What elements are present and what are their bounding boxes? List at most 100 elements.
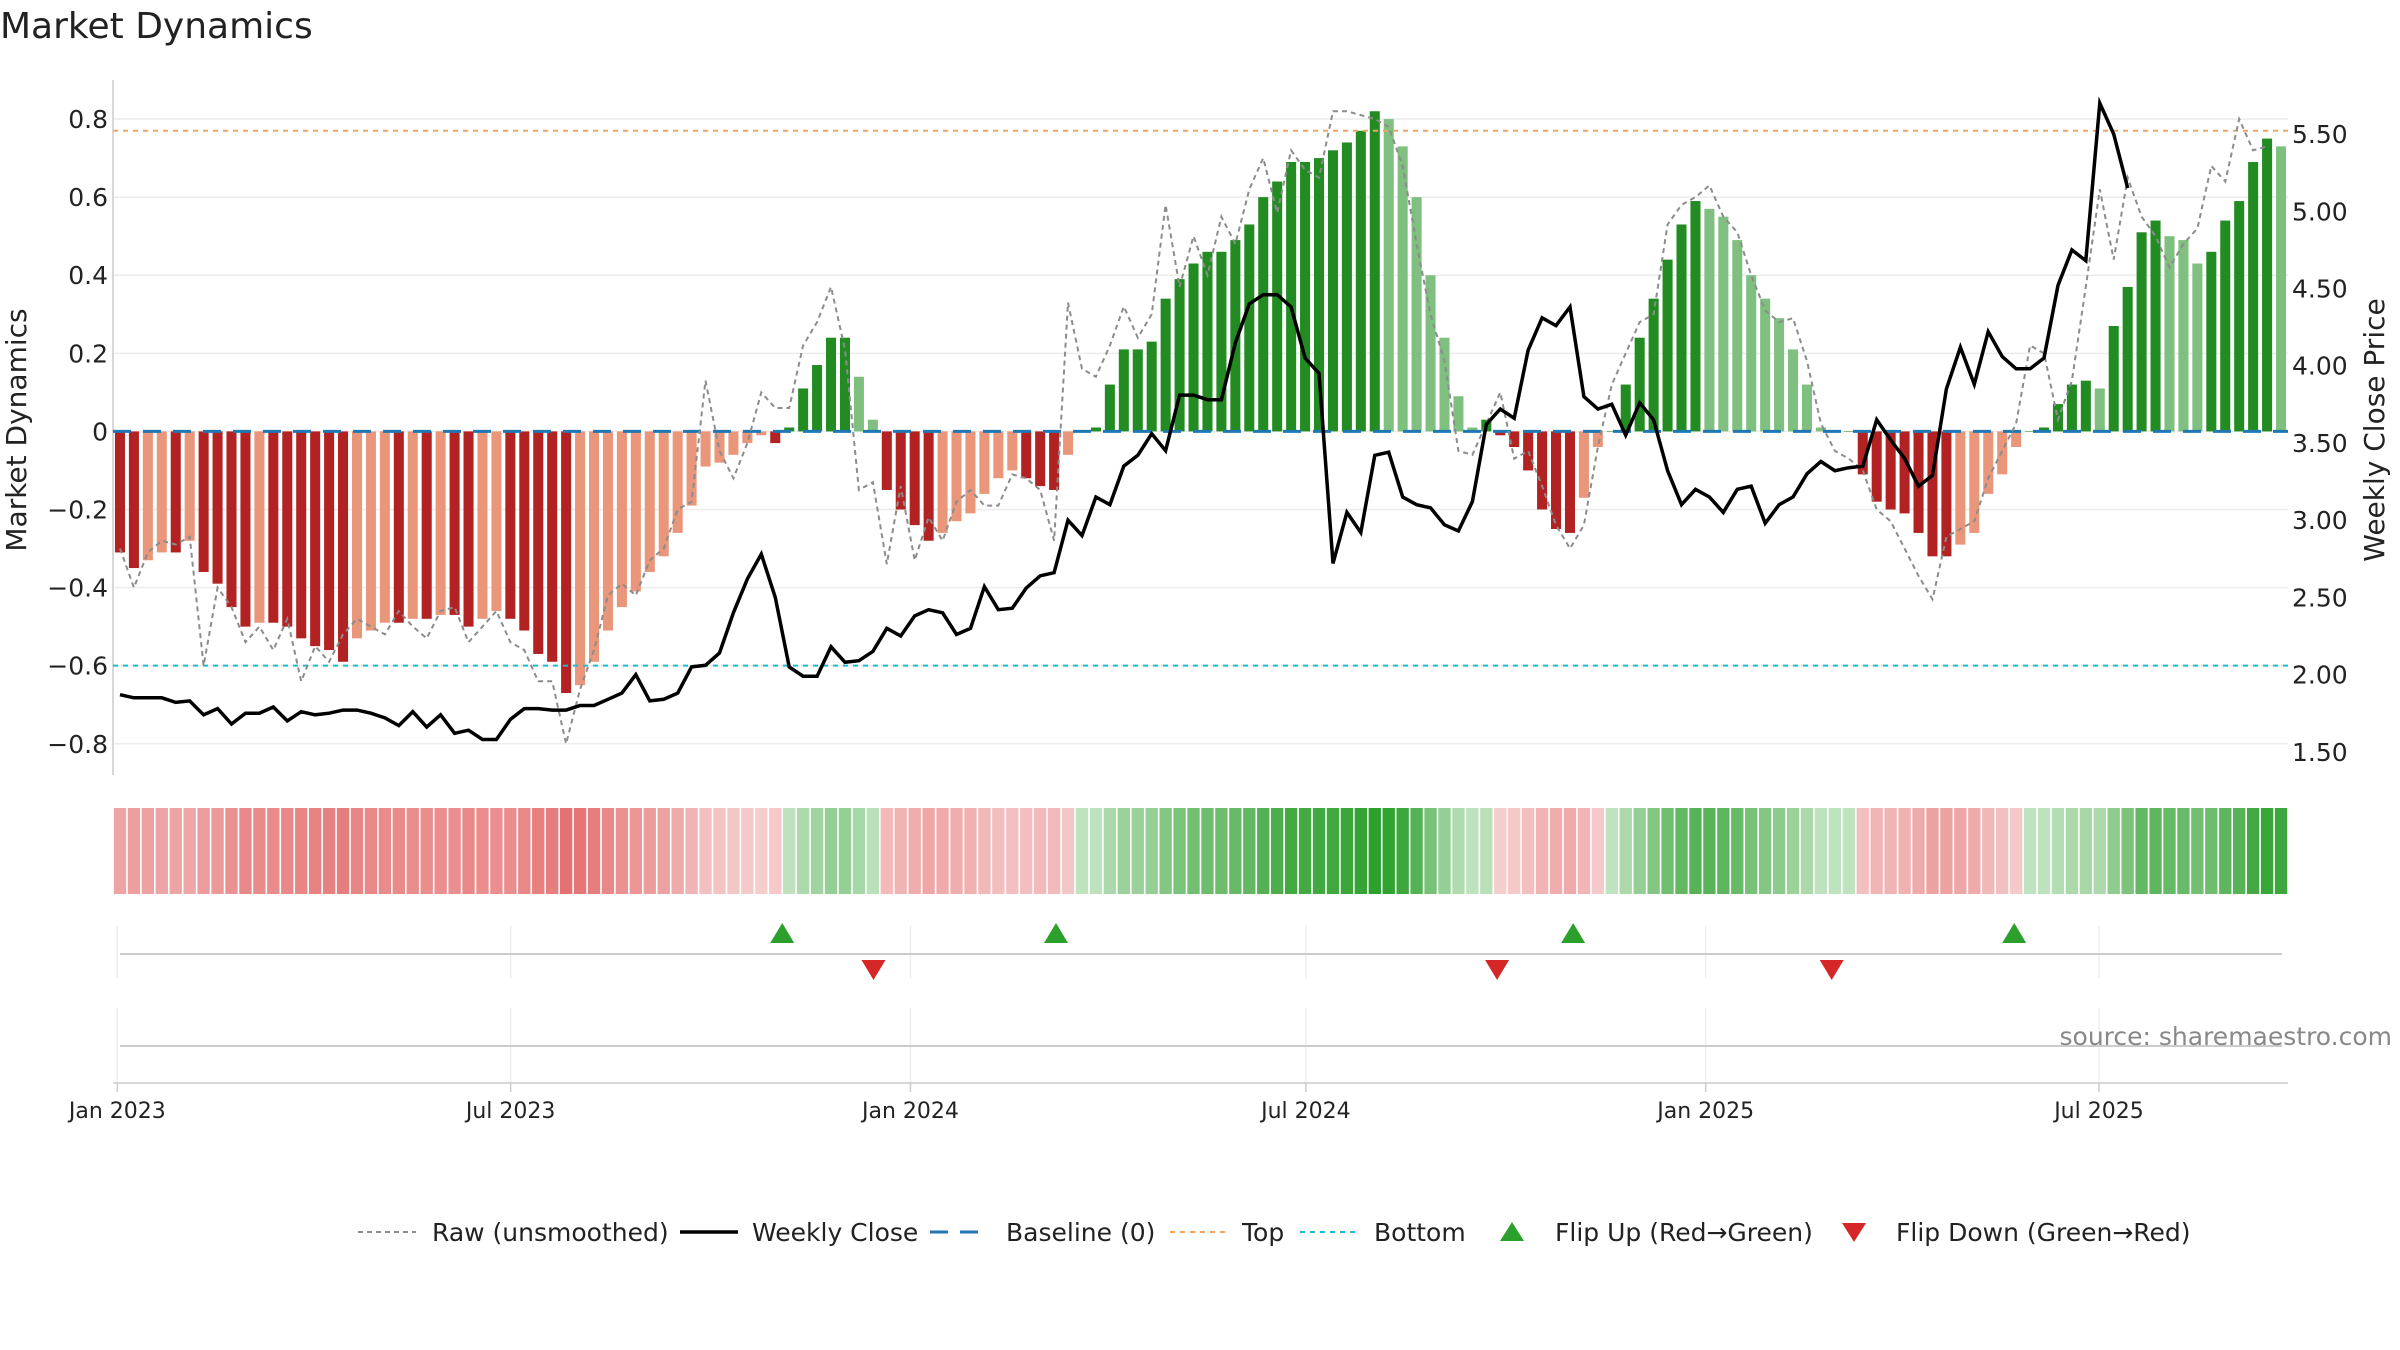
regime-cell xyxy=(2177,808,2190,894)
dynamics-bar xyxy=(909,431,920,526)
regime-cell xyxy=(1480,808,1493,894)
dynamics-bar xyxy=(1160,298,1171,432)
right-tick-label: 2.00 xyxy=(2292,661,2348,690)
dynamics-bar xyxy=(1327,150,1338,432)
dynamics-bar xyxy=(1146,341,1157,432)
dynamics-bar xyxy=(561,431,572,694)
regime-cell xyxy=(1898,808,1911,894)
dynamics-bar xyxy=(1425,275,1436,432)
left-axis-label: Market Dynamics xyxy=(0,308,33,551)
dynamics-bar xyxy=(491,431,502,612)
dynamics-bar xyxy=(993,431,1004,479)
dynamics-bar xyxy=(1355,130,1366,432)
regime-cell xyxy=(2219,808,2232,894)
regime-cell xyxy=(1996,808,2009,894)
dynamics-bar xyxy=(1537,431,1548,510)
regime-cell xyxy=(1201,808,1214,894)
dynamics-bar xyxy=(1509,431,1520,448)
regime-cell xyxy=(2121,808,2134,894)
regime-cell xyxy=(2065,808,2079,894)
dynamics-bar xyxy=(365,431,376,631)
dynamics-bar xyxy=(2206,251,2217,432)
dynamics-bar xyxy=(1104,384,1115,432)
regime-cell xyxy=(378,808,392,894)
regime-cell xyxy=(1772,808,1786,894)
dynamics-bar xyxy=(1955,431,1966,545)
dynamics-bar xyxy=(2248,161,2259,432)
dynamics-bar xyxy=(575,431,586,686)
regime-cell xyxy=(211,808,224,894)
dynamics-bar xyxy=(1244,224,1255,432)
dynamics-bar xyxy=(421,431,432,619)
regime-cell xyxy=(1187,808,1200,894)
regime-cell xyxy=(1591,808,1605,894)
dynamics-bar xyxy=(2262,138,2273,432)
regime-cell xyxy=(1661,808,1674,894)
regime-cell xyxy=(1926,808,1939,894)
dynamics-bar xyxy=(1871,431,1882,502)
regime-cell xyxy=(699,808,712,894)
dynamics-bar xyxy=(1913,431,1924,533)
regime-cell xyxy=(1912,808,1925,894)
regime-cell xyxy=(796,808,810,894)
dynamics-bar xyxy=(1620,384,1631,432)
regime-cell xyxy=(1257,808,1270,894)
regime-cell xyxy=(1717,808,1730,894)
dynamics-bar xyxy=(128,431,139,569)
dynamics-bar xyxy=(937,431,948,533)
regime-cell xyxy=(113,808,127,894)
regime-cell xyxy=(685,808,698,894)
right-tick-label: 3.00 xyxy=(2292,506,2348,535)
regime-cell xyxy=(713,808,726,894)
dynamics-bar xyxy=(1341,142,1352,432)
dynamics-bar xyxy=(923,431,934,541)
dynamics-bar xyxy=(1007,431,1018,471)
dynamics-bar xyxy=(700,431,711,467)
regime-cell xyxy=(155,808,168,894)
dynamics-bar xyxy=(1230,240,1241,432)
dynamics-bar xyxy=(1272,181,1283,432)
dynamics-bar xyxy=(1662,259,1673,432)
dynamics-bar xyxy=(114,431,125,553)
regime-cell xyxy=(1549,808,1563,894)
regime-cell xyxy=(1061,808,1075,894)
regime-cell xyxy=(908,808,921,894)
regime-cell xyxy=(1577,808,1591,894)
dynamics-bar xyxy=(770,431,781,444)
dynamics-bar xyxy=(1118,349,1129,432)
regime-cell xyxy=(1396,808,1409,894)
flip-gridlines xyxy=(116,926,2100,978)
legend-label: Baseline (0) xyxy=(1006,1218,1155,1247)
regime-cell xyxy=(1814,808,1828,894)
dynamics-bar xyxy=(324,431,335,651)
dynamics-bar xyxy=(1411,197,1422,432)
regime-cell xyxy=(239,808,252,894)
legend-label: Weekly Close xyxy=(752,1218,918,1247)
dynamics-bar xyxy=(1732,240,1743,432)
regime-cell xyxy=(1117,808,1130,894)
dynamics-bar xyxy=(853,376,864,432)
dynamics-bar xyxy=(644,431,655,572)
dynamics-bar xyxy=(1774,318,1785,432)
dynamics-bar xyxy=(1397,146,1408,432)
dynamics-bar xyxy=(240,431,251,627)
regime-cell xyxy=(2163,808,2176,894)
regime-cell xyxy=(1675,808,1688,894)
dynamics-bar xyxy=(1648,298,1659,432)
regime-cell xyxy=(769,808,782,894)
dynamics-bar xyxy=(1216,251,1227,432)
dynamics-bar xyxy=(170,431,181,553)
regime-cell xyxy=(2051,808,2065,894)
left-tick-label: −0.2 xyxy=(47,495,108,524)
regime-cell xyxy=(308,808,322,894)
dynamics-bar xyxy=(658,431,669,557)
dynamics-bar xyxy=(2164,236,2175,432)
dynamics-bar xyxy=(1801,384,1813,432)
regime-cell xyxy=(559,808,573,894)
dynamics-bar xyxy=(1592,431,1603,448)
legend-label: Bottom xyxy=(1374,1218,1466,1247)
regime-cell xyxy=(992,808,1005,894)
regime-cell xyxy=(838,808,852,894)
regime-cell xyxy=(2023,808,2037,894)
dynamics-bar xyxy=(2080,380,2091,432)
